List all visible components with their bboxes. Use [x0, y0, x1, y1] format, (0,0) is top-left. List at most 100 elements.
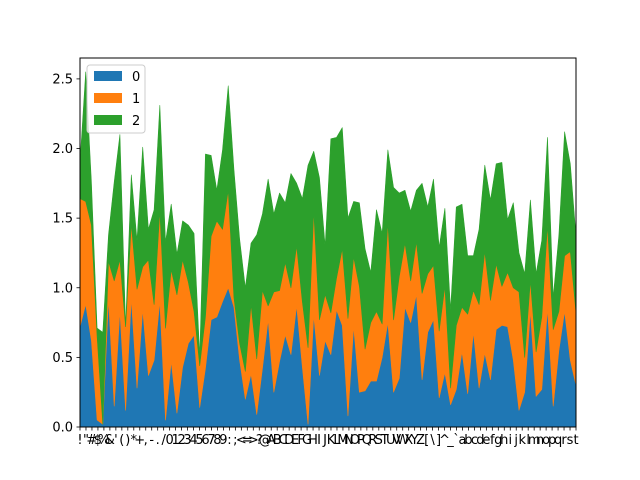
x-tick-label: t [573, 433, 578, 448]
x-tick-label: $ [94, 433, 102, 448]
x-tick-label: f [490, 433, 495, 448]
x-tick-label: X [404, 433, 413, 448]
x-tick-label: ? [256, 433, 263, 448]
x-tick-label: ^ [439, 433, 450, 448]
x-tick-label: * [131, 433, 138, 448]
x-tick-label: T [380, 433, 389, 448]
x-tick-label: 6 [201, 433, 209, 448]
x-tick-label: 1 [171, 433, 179, 448]
x-tick-label: / [161, 433, 166, 448]
x-tick-label: m [528, 433, 541, 448]
x-tick-label: j [513, 433, 518, 448]
x-tick-label: % [98, 433, 110, 448]
x-tick-label: Z [416, 433, 425, 448]
x-tick-label: J [322, 433, 327, 448]
legend: 0 1 2 [86, 64, 146, 134]
x-tick-label: I [317, 433, 321, 448]
x-tick-label: < [236, 433, 247, 448]
x-tick-label: H [308, 433, 318, 448]
x-tick-label: @ [259, 433, 272, 448]
x-tick-label: l [526, 433, 530, 448]
x-tick-label: 2 [177, 433, 185, 448]
x-tick-label: c [471, 433, 478, 448]
x-tick-label: F [297, 433, 304, 448]
x-tick-label: A [267, 433, 276, 448]
legend-swatch-0 [94, 71, 122, 81]
x-tick-label: , [144, 433, 148, 448]
x-tick-label: " [83, 433, 89, 448]
x-tick-label: 8 [213, 433, 221, 448]
y-tick-label: 0.5 [52, 351, 73, 366]
x-tick-label: i [508, 433, 512, 448]
x-tick-label: U [386, 433, 396, 448]
x-tick-label: C [279, 433, 288, 448]
y-tick-label: 2.5 [52, 72, 73, 87]
x-tick-label: ) [125, 433, 130, 448]
x-tick-label: K [327, 433, 336, 448]
x-tick-label: L [333, 433, 341, 448]
x-tick-label: Y [410, 433, 419, 448]
x-tick-label: _ [446, 433, 454, 448]
x-tick-label: G [302, 433, 312, 448]
x-tick-label: : [227, 433, 231, 448]
x-tick-label: d [476, 433, 484, 448]
x-tick-label: ( [119, 433, 124, 448]
x-tick-label: Q [362, 433, 372, 448]
y-tick-label: 0.0 [52, 421, 73, 436]
legend-label-0: 0 [132, 70, 140, 85]
x-tick-label: R [368, 433, 377, 448]
x-tick-label: a [458, 433, 466, 448]
legend-label-1: 1 [132, 92, 140, 107]
x-tick-label: P [357, 433, 365, 448]
x-tick-label: s [567, 433, 574, 448]
x-tick-label: q [554, 433, 562, 448]
x-tick-label: E [291, 433, 299, 448]
y-tick-label: 2.0 [52, 142, 73, 157]
x-tick-label: b [464, 433, 472, 448]
axes-frame [79, 57, 577, 428]
x-tick-label: = [242, 433, 253, 448]
x-tick-label: \ [430, 433, 435, 448]
x-tick-label: W [396, 433, 409, 448]
x-tick-label: + [134, 433, 145, 448]
x-tick-label: ' [114, 433, 118, 448]
x-tick-label: e [482, 433, 490, 448]
legend-swatch-2 [94, 115, 122, 125]
x-tick-label: N [344, 433, 354, 448]
x-tick-label: ] [436, 433, 441, 448]
x-tick-label: ; [233, 433, 237, 448]
x-tick-label: 5 [195, 433, 203, 448]
x-tick-label: o [542, 433, 550, 448]
x-tick-label: . [156, 433, 160, 448]
x-tick-label: > [248, 433, 259, 448]
x-tick-label: 4 [189, 433, 197, 448]
legend-swatch-1 [94, 93, 122, 103]
y-tick-label: 1.0 [52, 281, 73, 296]
x-tick-label: & [105, 433, 115, 448]
x-tick-label: S [375, 433, 383, 448]
x-tick-label: p [548, 433, 556, 448]
x-tick-label: M [337, 433, 348, 448]
ticks-layer: 0.00.51.01.52.02.5! "#$%& '() *+, -./0123456… [52, 72, 578, 448]
x-tick-label: B [273, 433, 282, 448]
x-tick-label: ` [453, 433, 460, 448]
x-tick-label: 7 [207, 433, 215, 448]
x-tick-label: V [392, 433, 401, 448]
x-tick-label: r [561, 433, 567, 448]
x-tick-label: 3 [183, 433, 191, 448]
x-tick-label: h [500, 433, 508, 448]
x-tick-label: # [86, 433, 97, 448]
x-tick-label: 9 [219, 433, 227, 448]
y-tick-label: 1.5 [52, 212, 73, 227]
axes-layer [79, 57, 577, 428]
legend-label-2: 2 [132, 114, 140, 129]
x-tick-label: 0 [165, 433, 173, 448]
x-tick-label: [ [424, 433, 429, 448]
x-tick-label: g [494, 433, 502, 448]
x-tick-label: - [149, 433, 154, 448]
x-tick-label: D [284, 433, 294, 448]
x-tick-label: n [536, 433, 544, 448]
x-tick-label: O [350, 433, 360, 448]
